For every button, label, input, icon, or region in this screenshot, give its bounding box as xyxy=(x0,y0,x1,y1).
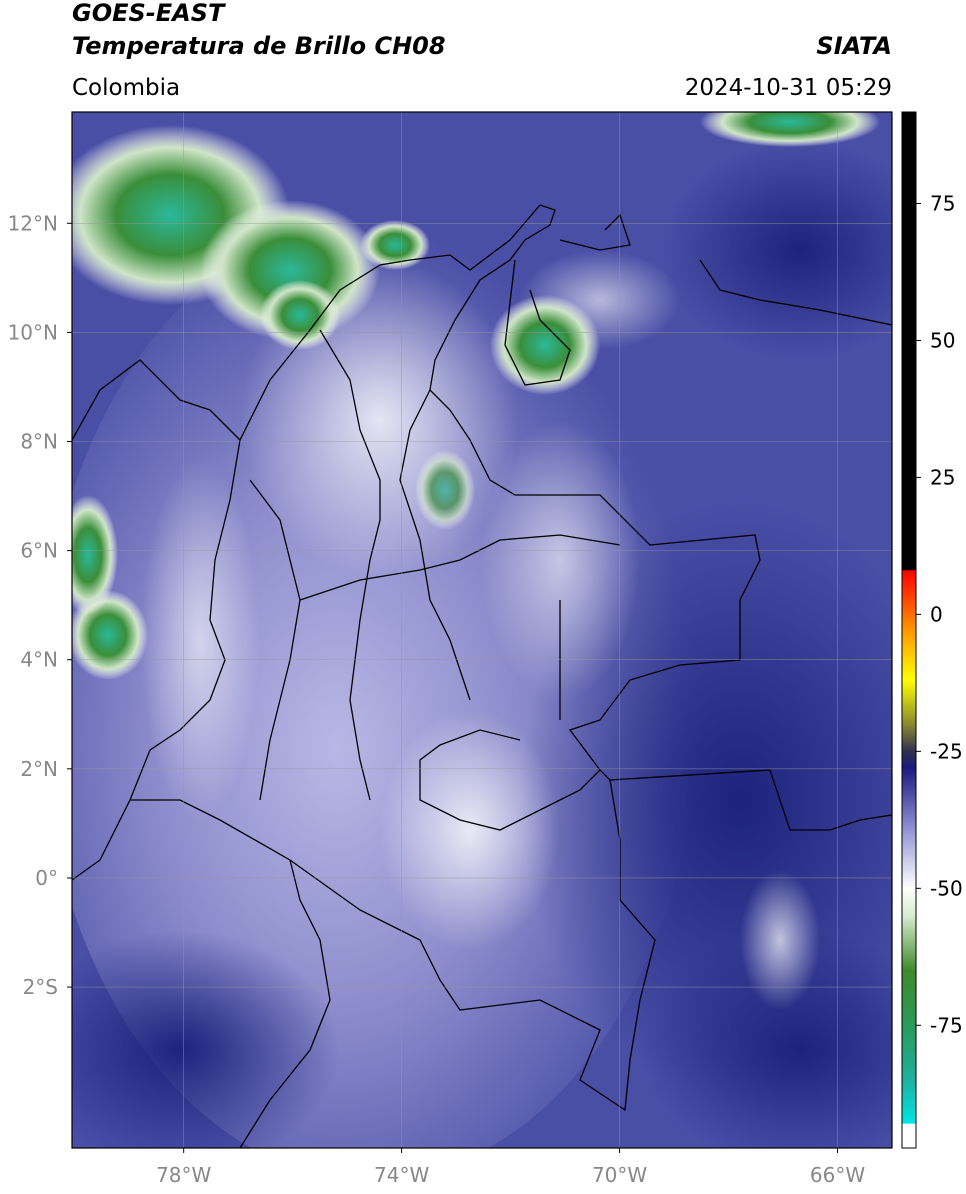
source: SIATA xyxy=(816,32,892,60)
y-tick-label: 8°N xyxy=(20,430,58,454)
x-tick-label: 66°W xyxy=(810,1163,865,1187)
y-tick-label: 4°N xyxy=(20,648,58,672)
colorbar xyxy=(901,111,917,1149)
x-tick-label: 70°W xyxy=(592,1163,647,1187)
region: Colombia xyxy=(72,75,180,101)
x-tick-label: 78°W xyxy=(156,1163,211,1187)
colorbar-tick-label: 75 xyxy=(930,191,955,215)
y-tick-label: 0° xyxy=(35,866,58,890)
colorbar-tick-label: -50 xyxy=(930,876,963,900)
y-tick-label: 10°N xyxy=(8,320,58,344)
y-tick-label: 2°N xyxy=(20,757,58,781)
datetime: 2024-10-31 05:29 xyxy=(685,75,892,101)
title: GOES-EAST xyxy=(72,0,226,27)
y-tick-label: 6°N xyxy=(20,539,58,563)
colorbar-tick-label: -25 xyxy=(930,739,963,763)
subtitle: Temperatura de Brillo CH08 xyxy=(72,32,446,60)
satellite-image xyxy=(72,112,892,1148)
map-frame xyxy=(71,111,893,1149)
colorbar-tick-label: 25 xyxy=(930,465,955,489)
graticule xyxy=(72,112,892,1148)
colorbar-tick-label: 0 xyxy=(930,602,943,626)
y-tick-label: 2°S xyxy=(23,975,58,999)
y-tick-label: 12°N xyxy=(8,211,58,235)
colorbar-tick-label: 50 xyxy=(930,328,955,352)
x-tick-label: 74°W xyxy=(374,1163,429,1187)
colorbar-tick-label: -75 xyxy=(930,1013,963,1037)
